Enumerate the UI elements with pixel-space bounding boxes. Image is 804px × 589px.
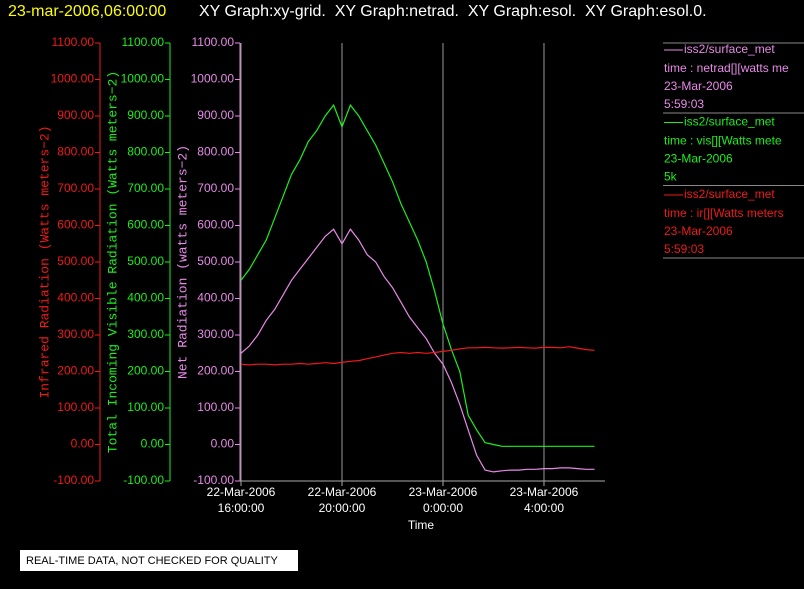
y-tick-label: 100.00 — [197, 400, 234, 414]
legend-date: 23-Mar-2006 — [664, 152, 733, 166]
legend-label: time : netrad[][watts me — [664, 61, 789, 75]
legend-label: time : ir[][Watts meters — [664, 206, 784, 220]
y-tick-label: 1000.00 — [51, 72, 95, 86]
y-tick-label: 100.00 — [57, 400, 94, 414]
y-tick-label: 700.00 — [57, 181, 94, 195]
y-tick-label: 0.00 — [211, 437, 235, 451]
y-tick-label: 300.00 — [197, 327, 234, 341]
series-line — [240, 346, 595, 366]
x-axis-label: Time — [408, 518, 435, 532]
y-tick-label: 700.00 — [197, 181, 234, 195]
series-line — [240, 228, 595, 473]
legend-time: 5:59:03 — [664, 242, 704, 256]
note: REAL-TIME DATA, NOT CHECKED FOR QUALITY — [26, 555, 278, 567]
x-tick-label: 4:00:00 — [524, 501, 564, 515]
y-tick-label: 400.00 — [57, 291, 94, 305]
legend-date: 23-Mar-2006 — [664, 79, 733, 93]
y-tick-label: -100.00 — [53, 473, 94, 487]
y-tick-label: 0.00 — [141, 437, 165, 451]
y-tick-label: 600.00 — [197, 218, 234, 232]
chart-subtitle: XY Graph:xy-grid. XY Graph:netrad. XY Gr… — [199, 3, 707, 20]
y-tick-label: 1000.00 — [191, 72, 235, 86]
y-tick-label: 900.00 — [127, 108, 164, 122]
y-tick-label: 0.00 — [71, 437, 95, 451]
y-tick-label: -100.00 — [123, 473, 164, 487]
y-tick-label: -100.00 — [193, 473, 234, 487]
legend-name: iss2/surface_met — [684, 187, 775, 201]
y-tick-label: 1100.00 — [52, 35, 95, 49]
y-tick-label: 400.00 — [197, 291, 234, 305]
y-tick-label: 800.00 — [197, 145, 234, 159]
y-tick-label: 1100.00 — [192, 35, 235, 49]
x-tick-label: 22-Mar-2006 — [308, 485, 377, 499]
y-tick-label: 100.00 — [127, 400, 164, 414]
y-tick-label: 900.00 — [197, 108, 234, 122]
note-box — [20, 550, 298, 571]
legend-name: iss2/surface_met — [684, 115, 775, 129]
y-tick-label: 800.00 — [57, 145, 94, 159]
y-tick-label: 200.00 — [127, 364, 164, 378]
y-tick-label: 200.00 — [57, 364, 94, 378]
x-tick-label: 23-Mar-2006 — [409, 485, 478, 499]
x-tick-label: 0:00:00 — [423, 501, 463, 515]
y-tick-label: 500.00 — [57, 254, 94, 268]
y-tick-label: 200.00 — [197, 364, 234, 378]
y-tick-label: 500.00 — [127, 254, 164, 268]
y-axis-label: Total Incoming Visible Radiation (Watts … — [105, 71, 120, 453]
y-tick-label: 600.00 — [127, 218, 164, 232]
y-tick-label: 1000.00 — [121, 72, 165, 86]
y-tick-label: 800.00 — [127, 145, 164, 159]
legend-date: 23-Mar-2006 — [664, 224, 733, 238]
x-tick-label: 23-Mar-2006 — [510, 485, 579, 499]
series-line — [240, 103, 595, 447]
legend-time: 5:59:03 — [664, 97, 704, 111]
y-tick-label: 500.00 — [197, 254, 234, 268]
x-tick-label: 20:00:00 — [319, 501, 366, 515]
y-tick-label: 600.00 — [57, 218, 94, 232]
chart-title: 23-mar-2006,06:00:00 — [8, 3, 166, 20]
y-tick-label: 900.00 — [57, 108, 94, 122]
y-axis-label: Net Radiation (watts meters−2) — [175, 145, 190, 379]
legend-label: time : vis[][Watts mete — [664, 134, 782, 148]
y-tick-label: 300.00 — [57, 327, 94, 341]
y-tick-label: 700.00 — [127, 181, 164, 195]
y-tick-label: 1100.00 — [122, 35, 165, 49]
y-tick-label: 400.00 — [127, 291, 164, 305]
legend-name: iss2/surface_met — [684, 42, 775, 56]
y-axis-label: Infrared Radiation (Watts meters−2) — [37, 125, 52, 398]
legend-time: 5k — [664, 170, 678, 184]
x-tick-label: 16:00:00 — [218, 501, 265, 515]
y-tick-label: 300.00 — [127, 327, 164, 341]
x-tick-label: 22-Mar-2006 — [207, 485, 276, 499]
